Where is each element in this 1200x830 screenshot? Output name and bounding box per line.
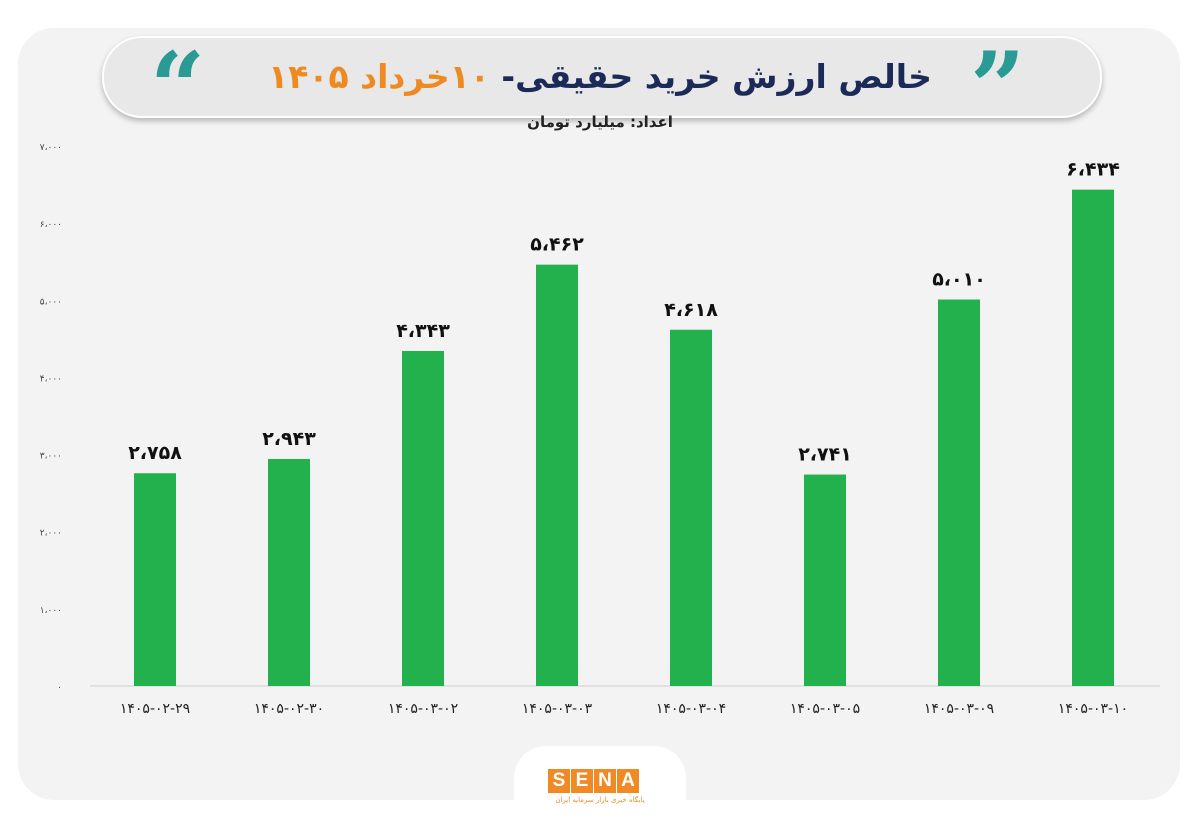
bar-value-label: ۲،۷۵۸ — [128, 442, 182, 464]
x-tick-label: ۱۴۰۵-۰۳-۰۵ — [790, 701, 860, 717]
chart-card — [18, 28, 1180, 800]
bar — [670, 329, 712, 686]
logo-letter: E — [571, 769, 593, 793]
chart-title-main: خالص ارزش خرید حقیقی- — [501, 57, 932, 96]
bar-value-label: ۶،۴۳۴ — [1066, 159, 1120, 181]
x-tick-label: ۱۴۰۵-۰۳-۰۳ — [522, 701, 593, 717]
sena-logo: S E N A — [548, 769, 640, 793]
y-tick-label: ۷،۰۰۰ — [40, 143, 62, 153]
bar-value-label: ۲،۹۴۳ — [262, 428, 316, 450]
bar — [268, 458, 310, 686]
bar-value-label: ۴،۳۴۳ — [396, 320, 450, 342]
close-quote-icon: ” — [970, 31, 1026, 144]
bar — [536, 264, 578, 686]
bar — [134, 473, 176, 686]
logo-letter: S — [548, 769, 570, 793]
bar — [1072, 189, 1114, 687]
y-tick-label: ۱،۰۰۰ — [40, 606, 62, 616]
y-tick-label: ۰ — [57, 683, 62, 693]
chart-title-date: ۱۰خرداد ۱۴۰۵ — [268, 57, 490, 96]
bar — [938, 299, 980, 686]
bar-value-label: ۵،۴۶۲ — [530, 234, 584, 256]
y-tick-label: ۶،۰۰۰ — [40, 220, 62, 230]
x-tick-label: ۱۴۰۵-۰۲-۲۹ — [120, 701, 190, 717]
bar-value-label: ۵،۰۱۰ — [932, 269, 986, 291]
units-subtitle: اعداد: میلیارد تومان — [527, 113, 673, 131]
x-tick-label: ۱۴۰۵-۰۳-۰۴ — [656, 701, 726, 717]
bar-value-label: ۴،۶۱۸ — [664, 299, 718, 321]
bar — [804, 474, 846, 686]
x-tick-label: ۱۴۰۵-۰۳-۰۲ — [388, 701, 458, 717]
logo-letter: N — [594, 769, 616, 793]
x-tick-label: ۱۴۰۵-۰۳-۰۹ — [924, 701, 994, 717]
logo-tagline: پایگاه خبری بازار سرمایه ایران — [555, 796, 645, 804]
open-quote-icon: “ — [150, 31, 206, 144]
x-tick-label: ۱۴۰۵-۰۳-۱۰ — [1058, 701, 1128, 717]
title-banner — [102, 36, 1102, 118]
bar-value-label: ۲،۷۴۱ — [798, 444, 852, 466]
logo-letter: A — [617, 769, 639, 793]
y-tick-label: ۲،۰۰۰ — [40, 529, 62, 539]
x-tick-label: ۱۴۰۵-۰۲-۳۰ — [254, 701, 324, 717]
bar — [402, 350, 444, 686]
y-tick-label: ۳،۰۰۰ — [40, 452, 62, 462]
chart-title: خالص ارزش خرید حقیقی- ۱۰خرداد ۱۴۰۵ — [190, 52, 1010, 102]
y-tick-label: ۵،۰۰۰ — [40, 297, 62, 307]
y-tick-label: ۴،۰۰۰ — [40, 374, 62, 384]
